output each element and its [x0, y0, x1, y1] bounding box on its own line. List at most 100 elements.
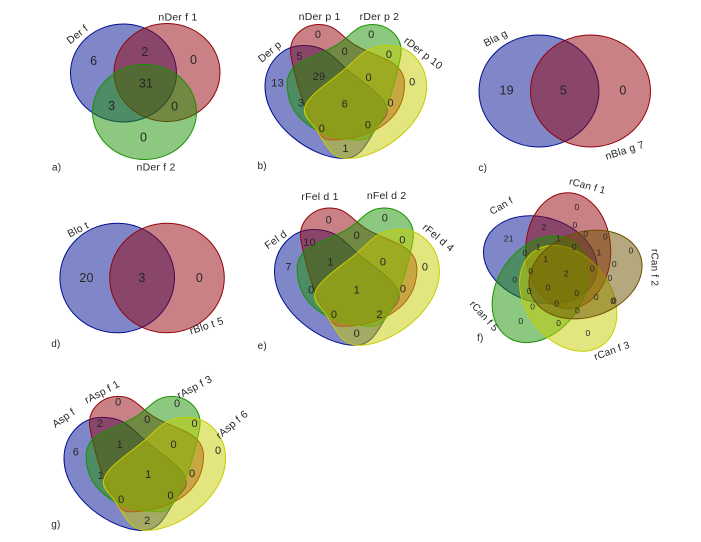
venn-region-value: 1	[117, 439, 123, 451]
venn-shape-rder-p-10	[303, 44, 428, 160]
venn-region-value: 0	[215, 445, 221, 457]
venn-set-label-rasp-f-3: rAsp f 3	[175, 373, 214, 401]
venn-shape-nder-f-2	[92, 64, 197, 160]
venn-region-value: 1	[145, 469, 151, 481]
venn-region-value: 20	[79, 271, 93, 285]
venn-region-value: 0	[308, 284, 314, 296]
venn-region-value: 0	[518, 316, 523, 326]
venn-shape-rblo-t-5	[109, 222, 225, 334]
panel-letter-a: a)	[52, 163, 61, 174]
venn-region-value: 0	[368, 29, 374, 41]
venn-region-value: 6	[90, 54, 97, 68]
venn-region-value: 1	[543, 254, 548, 264]
venn-shape-rasp-f-6	[102, 416, 227, 531]
panel-letter-e: e)	[258, 341, 267, 352]
venn-region-value: 6	[73, 446, 79, 458]
venn-region-value: 0	[586, 328, 591, 338]
venn-region-value: 5	[560, 84, 567, 98]
venn-set-label-nder-p-1: nDer p 1	[299, 11, 341, 23]
venn-region-value: 0	[575, 305, 580, 315]
venn-region-value: 0	[400, 283, 406, 295]
venn-region-value: 0	[583, 229, 588, 239]
venn-region-value: 5	[296, 51, 302, 63]
venn-region-value: 29	[313, 71, 326, 83]
venn-region-value: 0	[319, 123, 325, 135]
venn-set-label-rcan-f-2: rCan f 2	[649, 249, 660, 286]
venn-region-value: 1	[354, 284, 360, 296]
venn-region-value: 0	[575, 202, 580, 212]
venn-region-value: 0	[619, 84, 626, 98]
venn-set-label-nder-f-2: nDer f 2	[137, 161, 176, 173]
panel-letter-c: c)	[478, 163, 487, 174]
venn-region-value: 0	[354, 328, 360, 340]
venn-set-label-rasp-f-6: rAsp f 6	[214, 408, 251, 441]
venn-region-value: 0	[612, 259, 617, 269]
venn-region-value: 0	[545, 283, 550, 293]
venn-region-value: 1	[597, 248, 602, 258]
venn-region-value: 1	[342, 143, 348, 155]
venn-region-value: 0	[366, 72, 372, 84]
venn-region-value: 0	[171, 100, 178, 114]
venn-region-value: 0	[380, 256, 386, 268]
panel-letter-f: f)	[477, 333, 484, 344]
venn-region-value: 0	[118, 494, 124, 506]
venn-region-value: 1	[556, 234, 561, 244]
venn-region-value: 1	[327, 256, 333, 268]
venn-region-value: 2	[564, 269, 569, 279]
venn-region-value: 0	[612, 296, 617, 306]
venn-region-value: 0	[171, 439, 177, 451]
venn-region-value: 0	[174, 398, 180, 410]
panel-letter-g: g)	[51, 519, 60, 530]
venn-region-value: 13	[271, 78, 284, 90]
venn-region-value: 3	[108, 99, 115, 113]
venn-region-value: 0	[409, 77, 415, 89]
venn-region-value: 21	[504, 234, 514, 244]
venn-region-value: 0	[342, 46, 348, 58]
panel-letter-b: b)	[257, 161, 266, 172]
venn-set-label-can-f: Can f	[488, 196, 515, 218]
venn-region-value: 0	[629, 245, 634, 255]
venn-region-value: 0	[144, 414, 150, 426]
venn-region-value: 0	[527, 286, 532, 296]
venn-region-value: 0	[388, 98, 394, 110]
venn-region-value: 0	[554, 299, 559, 309]
venn-region-value: 2	[97, 418, 103, 430]
venn-region-value: 0	[315, 29, 321, 41]
venn-region-value: 19	[499, 84, 513, 98]
venn-set-label-rfel-d-1: rFel d 1	[301, 191, 338, 203]
venn-region-value: 2	[144, 515, 150, 527]
venn-region-value: 0	[354, 230, 360, 242]
venn-region-value: 10	[303, 237, 316, 249]
venn-region-value: 0	[572, 242, 577, 252]
venn-region-value: 0	[422, 262, 428, 274]
venn-region-value: 0	[608, 273, 613, 283]
panel-letter-d: d)	[51, 339, 60, 350]
venn-region-value: 0	[610, 296, 615, 306]
venn-set-label-asp-f: Asp f	[50, 406, 77, 430]
venn-region-value: 0	[590, 263, 595, 273]
venn-region-value: 7	[285, 262, 291, 274]
venn-region-value: 3	[138, 271, 145, 285]
venn-region-value: 2	[376, 309, 382, 321]
venn-region-value: 0	[574, 288, 579, 298]
venn-region-value: 0	[326, 214, 332, 226]
venn-region-value: 0	[603, 232, 608, 242]
venn-set-label-nder-f-1: nDer f 1	[158, 12, 197, 24]
venn-region-value: 31	[139, 77, 153, 91]
venn-shape-rcan-f-2	[528, 229, 643, 320]
venn-region-value: 0	[573, 220, 578, 230]
venn-region-value: 0	[192, 418, 198, 430]
venn-region-value: 0	[512, 274, 517, 284]
venn-region-value: 0	[331, 309, 337, 321]
venn-region-value: 1	[98, 470, 104, 482]
venn-region-value: 0	[528, 266, 533, 276]
